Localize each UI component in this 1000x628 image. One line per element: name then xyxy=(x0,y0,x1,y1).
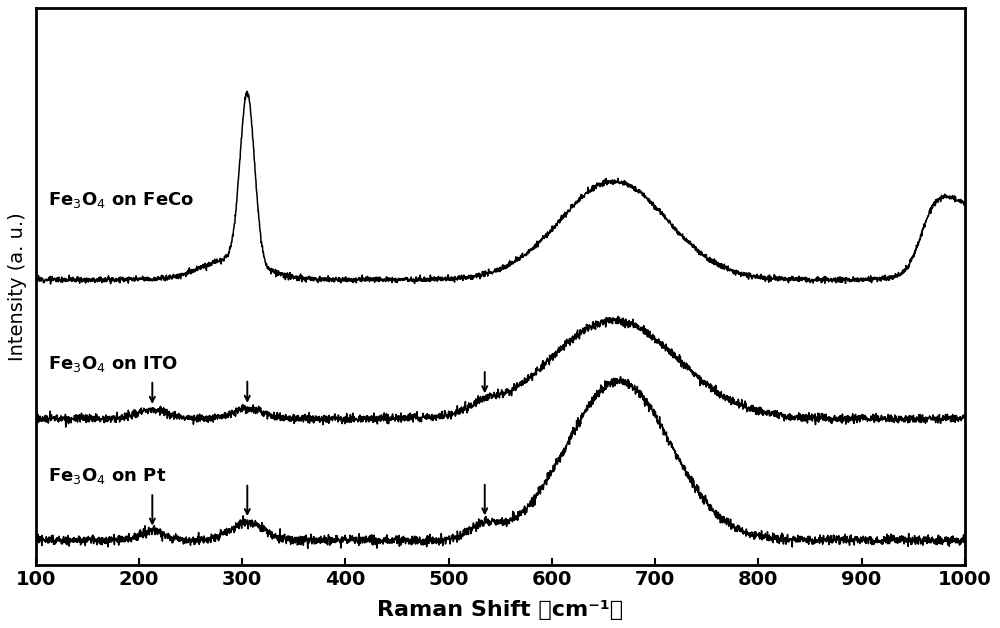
X-axis label: Raman Shift （cm⁻¹）: Raman Shift （cm⁻¹） xyxy=(377,600,623,620)
Text: Fe$_3$O$_4$ on FeCo: Fe$_3$O$_4$ on FeCo xyxy=(48,190,194,210)
Text: Fe$_3$O$_4$ on ITO: Fe$_3$O$_4$ on ITO xyxy=(48,354,178,374)
Y-axis label: Intensity (a. u.): Intensity (a. u.) xyxy=(8,212,27,361)
Text: Fe$_3$O$_4$ on Pt: Fe$_3$O$_4$ on Pt xyxy=(48,466,166,486)
